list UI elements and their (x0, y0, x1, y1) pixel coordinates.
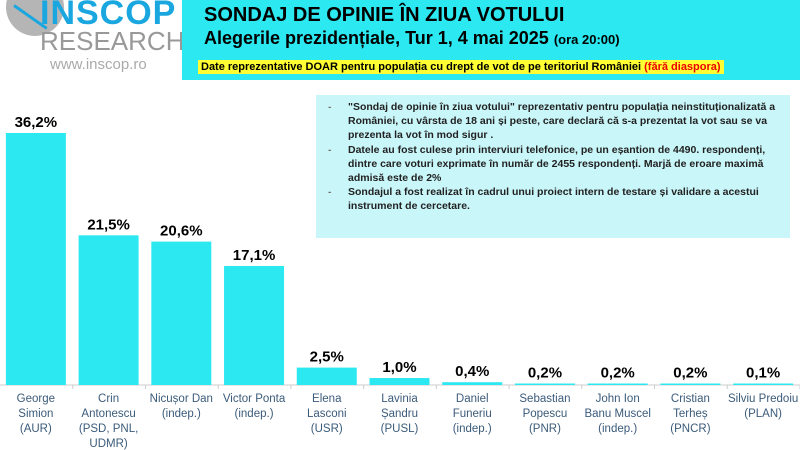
category-label: (PNCR) (670, 423, 710, 435)
category-label: Daniel (456, 393, 489, 405)
subtitle-time: (ora 20:00) (553, 32, 620, 47)
category-label: Lavinia (381, 393, 418, 405)
bar-chart: 36,2% George Simion (AUR) 21,5% Crin Antonescu… (0, 114, 800, 450)
methodology-box: "Sondaj de opinie în ziua votului" repre… (316, 95, 790, 238)
info-item: "Sondaj de opinie în ziua votului" repre… (328, 100, 784, 143)
bar (296, 367, 357, 385)
page-title: SONDAJ DE OPINIE ÎN ZIUA VOTULUI (204, 4, 565, 26)
data-label: 0,1% (746, 365, 780, 382)
data-label: 0,2% (601, 365, 635, 382)
category-label: Funeriu (453, 408, 492, 420)
category-label: Elena (312, 393, 342, 405)
info-item: Sondajul a fost realizat în cadrul unui … (328, 185, 784, 213)
category-label: (PNR) (529, 423, 561, 435)
category-label: Cristian (671, 393, 710, 405)
bar (733, 383, 794, 385)
category-label: (PLAN) (744, 408, 782, 420)
category-label: Șandru (381, 408, 418, 420)
data-label: 21,5% (87, 216, 130, 233)
bar (151, 241, 212, 385)
data-label: 0,2% (528, 365, 562, 382)
category-label: Simion (18, 408, 53, 420)
category-label: John Ion (596, 393, 640, 405)
bar (514, 383, 575, 385)
data-label: 2,5% (310, 349, 344, 366)
header-banner: SONDAJ DE OPINIE ÎN ZIUA VOTULUI Alegeri… (182, 0, 800, 80)
bar (224, 265, 285, 385)
logo-url: www.inscop.ro (50, 56, 147, 73)
category-label: Terheș (673, 408, 708, 420)
category-label: (USR) (311, 423, 343, 435)
category-label: Nicușor Dan (150, 393, 213, 405)
category-label: (indep.) (235, 408, 274, 420)
data-label: 1,0% (382, 359, 416, 376)
category-label: (indep.) (162, 408, 201, 420)
notice-banner: Date reprezentative DOAR pentru populați… (198, 60, 724, 74)
category-label: (indep.) (598, 423, 637, 435)
page-subtitle: Alegerile prezidențiale, Tur 1, 4 mai 20… (204, 28, 620, 49)
bar (5, 133, 66, 385)
category-label: UDMR) (89, 438, 127, 450)
notice-red-text: (fără diaspora) (644, 61, 721, 73)
info-item: Datele au fost culese prin interviuri te… (328, 143, 784, 186)
data-label: 0,4% (455, 363, 489, 380)
category-label: George (17, 393, 55, 405)
category-label: Silviu Predoiu (728, 393, 798, 405)
subtitle-text: Alegerile prezidențiale, Tur 1, 4 mai 20… (204, 28, 549, 48)
data-label: 0,2% (673, 365, 707, 382)
data-label: 20,6% (160, 223, 203, 240)
category-label: Sebastian (519, 393, 570, 405)
data-label: 17,1% (233, 247, 276, 264)
category-label: Lasconi (307, 408, 347, 420)
category-label: Victor Ponta (223, 393, 286, 405)
bar (369, 378, 430, 385)
category-label: Banu Muscel (584, 408, 650, 420)
category-label: (PUSL) (381, 423, 419, 435)
logo-name: INSCOP (40, 0, 177, 32)
category-label: Popescu (523, 408, 568, 420)
bar (587, 383, 648, 385)
bar (78, 235, 139, 385)
category-label: Antonescu (81, 408, 135, 420)
category-label: (AUR) (20, 423, 52, 435)
category-label: Crin (98, 393, 119, 405)
bar (442, 382, 503, 385)
data-label: 36,2% (15, 114, 58, 131)
logo-sub: RESEARCH (40, 26, 185, 56)
bar (660, 383, 721, 385)
category-label: (PSD, PNL, (79, 423, 138, 435)
inscop-logo: INSCOP RESEARCH www.inscop.ro (0, 0, 184, 80)
category-label: (indep.) (453, 423, 492, 435)
notice-text: Date reprezentative DOAR pentru populați… (201, 61, 642, 73)
